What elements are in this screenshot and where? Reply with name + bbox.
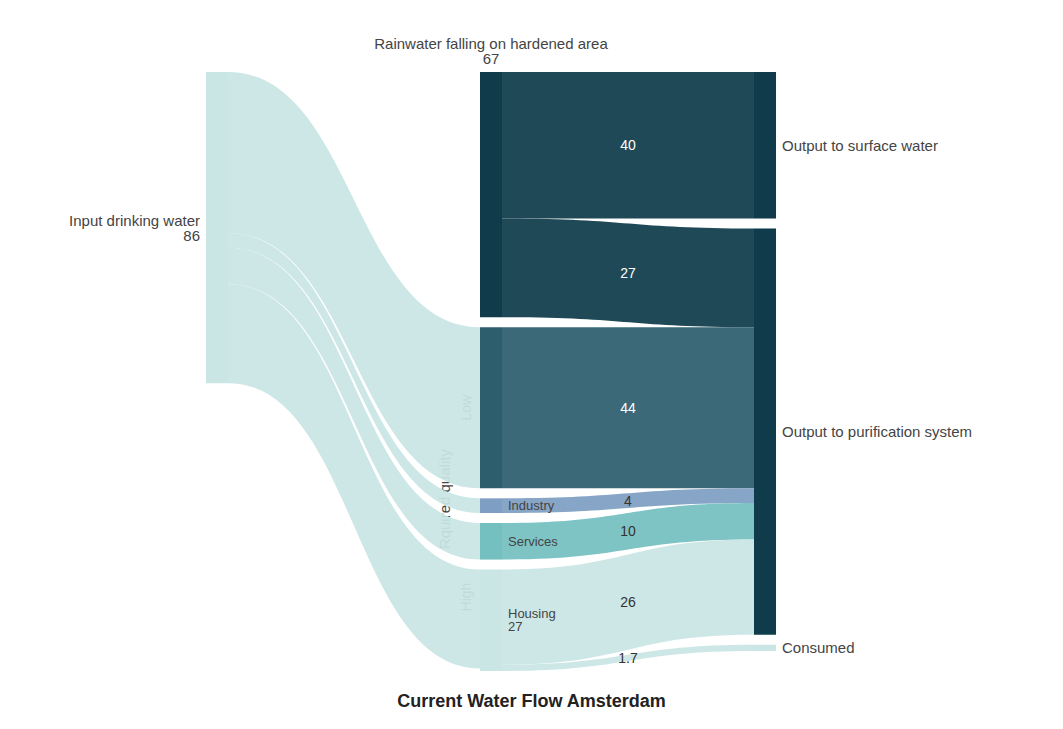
svg-text:Consumed: Consumed — [782, 639, 855, 656]
svg-text:44: 44 — [620, 400, 636, 416]
svg-text:Input drinking water: Input drinking water — [69, 212, 200, 229]
svg-text:Housing: Housing — [508, 606, 556, 622]
svg-text:Output to surface water: Output to surface water — [782, 137, 938, 154]
svg-text:Industry: Industry — [508, 498, 555, 513]
svg-text:40: 40 — [620, 137, 636, 153]
svg-text:Output to purification system: Output to purification system — [782, 423, 972, 440]
svg-text:67: 67 — [483, 50, 500, 67]
svg-text:Current Water Flow Amsterdam: Current Water Flow Amsterdam — [397, 691, 666, 711]
svg-text:Services: Services — [508, 534, 558, 549]
svg-text:10: 10 — [620, 523, 636, 539]
svg-text:27: 27 — [620, 265, 636, 281]
svg-text:Rainwater falling on hardened: Rainwater falling on hardened area — [374, 35, 608, 52]
svg-text:27: 27 — [508, 619, 522, 634]
svg-text:86: 86 — [183, 227, 200, 244]
svg-text:1.7: 1.7 — [618, 650, 638, 666]
svg-text:26: 26 — [620, 594, 636, 610]
svg-text:4: 4 — [624, 493, 632, 509]
